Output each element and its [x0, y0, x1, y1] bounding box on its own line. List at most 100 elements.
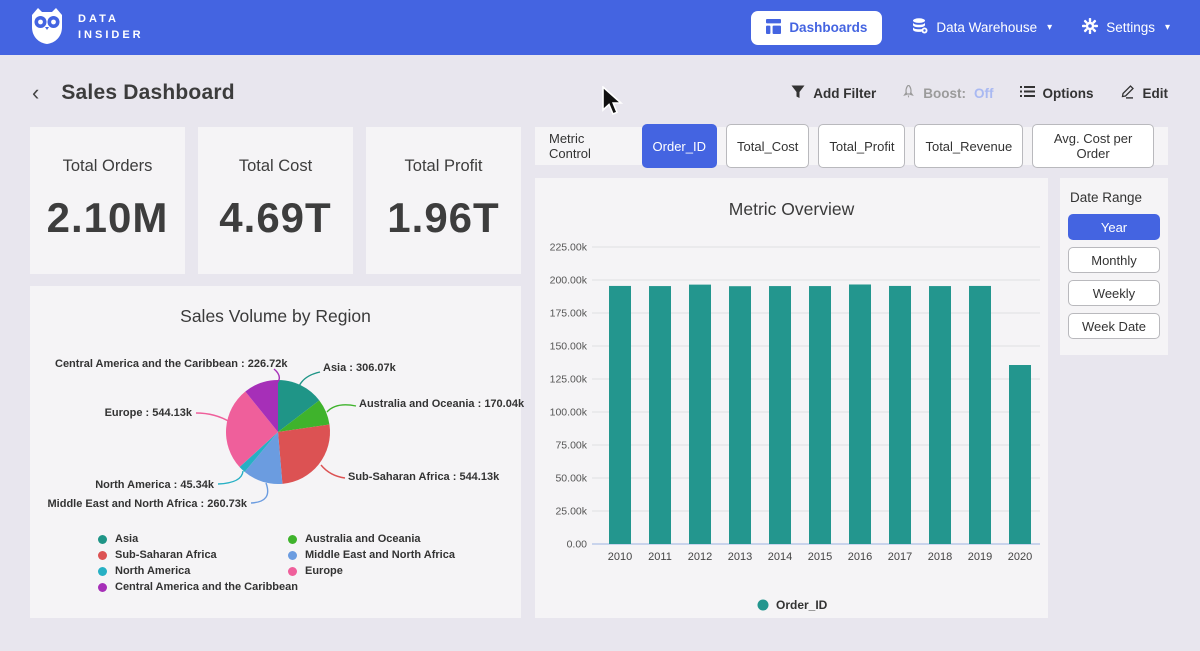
legend-dot-icon: [288, 534, 297, 544]
legend-dot-icon: [288, 566, 297, 576]
pie-label-sub-saharan-africa: Sub-Saharan Africa : 544.13k: [348, 471, 500, 483]
page-title: Sales Dashboard: [61, 81, 235, 104]
date-range-option-week-date[interactable]: Week Date: [1068, 313, 1160, 339]
metric-option-total-revenue[interactable]: Total_Revenue: [914, 124, 1024, 168]
list-icon: [1019, 85, 1035, 101]
pie-leader-line: [250, 482, 269, 504]
bar-chart: 0.00 25.00k 50.00k 75.00k 100.00k 125.00k 150.…: [550, 242, 1040, 612]
bar-2010: [609, 285, 631, 544]
y-tick-label: 175.00k: [550, 308, 588, 320]
date-range-option-weekly[interactable]: Weekly: [1068, 280, 1160, 306]
brand[interactable]: DATA INSIDER: [28, 5, 144, 50]
kpi-value: 2.10M: [46, 194, 169, 241]
bar-2013: [729, 286, 751, 544]
add-filter-button[interactable]: Add Filter: [791, 85, 876, 102]
legend-dot-icon: [757, 599, 769, 611]
pie-leader-line: [320, 464, 346, 479]
pie-slice-australia-and-oceania: [278, 400, 330, 432]
bar-2011: [649, 286, 671, 544]
page-header: ‹ Sales Dashboard Add Filter Boost: Off: [0, 72, 1200, 114]
pie-label-middle-east-and-north-africa: Middle East and North Africa : 260.73k: [47, 498, 247, 510]
dashboard-icon: [766, 18, 782, 37]
kpi-card-total-profit: Total Profit 1.96T: [366, 127, 521, 274]
y-tick-label: 225.00k: [550, 242, 588, 254]
kpi-value: 4.69T: [219, 194, 332, 241]
legend-label: Central America and the Caribbean: [115, 581, 298, 593]
metric-option-order-id[interactable]: Order_ID: [641, 124, 717, 168]
date-range-option-year[interactable]: Year: [1068, 214, 1160, 240]
metric-option-total-profit[interactable]: Total_Profit: [818, 124, 906, 168]
pie-legend-item-north-america[interactable]: North America: [98, 565, 190, 577]
pie-slice-north-america: [239, 432, 278, 472]
pie-legend-item-australia-and-oceania[interactable]: Australia and Oceania: [288, 533, 421, 545]
sales-volume-panel: Sales Volume by Region Asia : 306.07k Aus…: [30, 286, 525, 618]
legend-label: North America: [115, 565, 191, 577]
top-navbar: DATA INSIDER Dashboards: [0, 0, 1200, 55]
legend-label: Asia: [115, 533, 139, 545]
y-tick-label: 100.00k: [550, 407, 588, 419]
nav-settings-label: Settings: [1106, 20, 1155, 35]
legend-dot-icon: [288, 550, 297, 560]
x-tick-label: 2019: [968, 551, 992, 563]
bar-legend-label: Order_ID: [776, 598, 828, 612]
x-tick-label: 2012: [688, 551, 712, 563]
x-tick-label: 2014: [768, 551, 792, 563]
x-tick-label: 2020: [1008, 551, 1032, 563]
bar-2018: [929, 286, 951, 544]
bar-chart-title: Metric Overview: [728, 199, 855, 219]
kpi-label: Total Profit: [404, 157, 483, 175]
x-tick-label: 2011: [648, 551, 672, 563]
kpi-label: Total Cost: [238, 157, 313, 175]
owl-logo-icon: [28, 5, 66, 50]
date-range-panel: Date Range Year Monthly Weekly Week Date: [1060, 178, 1168, 355]
nav-data-warehouse[interactable]: Data Warehouse ▾: [912, 18, 1052, 37]
y-tick-label: 25.00k: [555, 506, 587, 518]
bar-2012: [689, 284, 711, 544]
pie-legend-item-central-america-and-the-caribbean[interactable]: Central America and the Caribbean: [98, 581, 298, 593]
boost-label: Boost:: [923, 85, 966, 101]
x-tick-label: 2015: [808, 551, 832, 563]
y-tick-label: 150.00k: [550, 341, 588, 353]
edit-button[interactable]: Edit: [1120, 84, 1168, 102]
pie-legend-item-sub-saharan-africa[interactable]: Sub-Saharan Africa: [98, 549, 217, 561]
boost-toggle[interactable]: Boost: Off: [902, 83, 994, 102]
pie-slice-asia: [278, 380, 320, 432]
boost-value: Off: [974, 85, 994, 101]
pie-label-asia: Asia : 306.07k: [323, 362, 396, 374]
pie-legend-item-middle-east-and-north-africa[interactable]: Middle East and North Africa: [288, 549, 455, 561]
legend-dot-icon: [98, 566, 107, 576]
pie-legend-item-asia[interactable]: Asia: [98, 533, 138, 545]
nav-dashboards-button[interactable]: Dashboards: [751, 10, 883, 45]
pie-label-central-america-and-the-caribbean: Central America and the Caribbean : 226.…: [55, 358, 288, 370]
legend-label: Sub-Saharan Africa: [115, 549, 217, 561]
pie-label-north-america: North America : 45.34k: [95, 479, 214, 491]
back-button[interactable]: ‹: [32, 80, 40, 105]
pie-label-europe: Europe : 544.13k: [104, 407, 192, 419]
pencil-icon: [1120, 84, 1135, 102]
kpi-card-total-cost: Total Cost 4.69T: [198, 127, 353, 274]
date-range-option-monthly[interactable]: Monthly: [1068, 247, 1160, 273]
pie-leader-line: [195, 412, 231, 423]
metric-option-total-cost[interactable]: Total_Cost: [726, 124, 810, 168]
pie-slice-central-america-and-the-caribbean: [245, 380, 278, 432]
pie-leader-line: [270, 368, 280, 389]
pie-label-australia-and-oceania: Australia and Oceania : 170.04k: [359, 398, 525, 410]
kpi-value: 1.96T: [387, 194, 500, 241]
metric-option-avg-cost-per-order[interactable]: Avg. Cost per Order: [1032, 124, 1154, 168]
legend-label: Europe: [305, 565, 343, 577]
pie-legend-item-europe[interactable]: Europe: [288, 565, 343, 577]
brand-line2: INSIDER: [78, 28, 144, 41]
pie-leader-line: [326, 404, 357, 413]
y-tick-label: 0.00: [567, 539, 588, 551]
chevron-down-icon: ▾: [1164, 22, 1170, 33]
nav-settings[interactable]: Settings ▾: [1082, 18, 1170, 37]
x-tick-label: 2010: [608, 551, 632, 563]
options-button[interactable]: Options: [1019, 85, 1094, 101]
x-tick-label: 2017: [888, 551, 912, 563]
x-tick-label: 2018: [928, 551, 952, 563]
y-tick-label: 50.00k: [555, 473, 587, 485]
pie-leader-line: [297, 371, 321, 390]
y-tick-label: 125.00k: [550, 374, 588, 386]
pie-slice-sub-saharan-africa: [278, 424, 330, 484]
x-tick-label: 2016: [848, 551, 872, 563]
